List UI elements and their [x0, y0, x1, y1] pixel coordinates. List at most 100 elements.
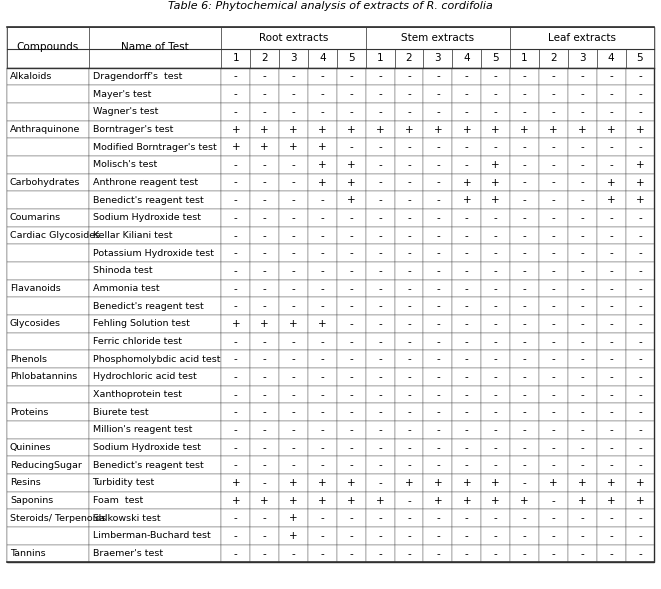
Text: +: + — [434, 496, 442, 505]
Text: Root extracts: Root extracts — [259, 33, 329, 42]
Text: Mayer's test: Mayer's test — [93, 90, 151, 99]
Text: -: - — [378, 478, 382, 488]
Bar — [89, 280, 221, 297]
Bar — [366, 474, 395, 492]
Bar — [424, 227, 452, 244]
Bar — [625, 68, 654, 85]
Text: -: - — [407, 107, 411, 117]
Text: +: + — [636, 178, 644, 187]
Text: +: + — [405, 125, 413, 134]
Bar — [539, 545, 568, 562]
Text: -: - — [523, 478, 526, 488]
Text: Phlobatannins: Phlobatannins — [10, 372, 77, 382]
Bar — [337, 297, 366, 315]
Text: -: - — [407, 143, 411, 152]
Text: Stem extracts: Stem extracts — [401, 33, 475, 42]
Bar — [89, 474, 221, 492]
Bar — [597, 315, 625, 333]
Bar — [337, 49, 366, 68]
Bar — [251, 333, 279, 350]
Bar — [279, 315, 308, 333]
Text: +: + — [318, 143, 327, 152]
Bar — [395, 49, 424, 68]
Text: -: - — [350, 249, 353, 258]
Text: -: - — [292, 337, 295, 346]
Text: -: - — [378, 549, 382, 558]
Bar — [510, 85, 539, 103]
Text: -: - — [321, 549, 325, 558]
Bar — [597, 456, 625, 474]
Bar — [424, 103, 452, 121]
Text: -: - — [551, 531, 555, 541]
Bar — [7, 227, 89, 244]
Text: -: - — [292, 107, 295, 117]
Bar — [279, 368, 308, 386]
Text: -: - — [609, 514, 613, 523]
Bar — [337, 403, 366, 421]
Text: +: + — [347, 160, 356, 170]
Text: -: - — [609, 425, 613, 435]
Bar — [337, 386, 366, 403]
Bar — [366, 138, 395, 156]
Bar — [424, 456, 452, 474]
Bar — [597, 386, 625, 403]
Bar — [251, 456, 279, 474]
Text: -: - — [292, 266, 295, 276]
Bar — [452, 474, 481, 492]
Text: -: - — [609, 390, 613, 399]
Bar — [337, 474, 366, 492]
Bar — [481, 85, 510, 103]
Bar — [452, 350, 481, 368]
Bar — [568, 545, 597, 562]
Bar — [366, 244, 395, 262]
Bar — [308, 509, 337, 527]
Text: -: - — [350, 337, 353, 346]
Bar — [424, 191, 452, 209]
Text: -: - — [234, 443, 238, 452]
Text: Wagner's test: Wagner's test — [93, 107, 158, 117]
Text: -: - — [234, 355, 238, 364]
Text: -: - — [350, 531, 353, 541]
Bar — [452, 492, 481, 509]
Text: -: - — [292, 178, 295, 187]
Bar — [308, 227, 337, 244]
Text: -: - — [263, 160, 266, 170]
Bar — [597, 244, 625, 262]
Bar — [625, 315, 654, 333]
Text: Alkaloids: Alkaloids — [10, 72, 52, 81]
Text: -: - — [350, 319, 353, 329]
Bar — [452, 156, 481, 174]
Bar — [308, 527, 337, 545]
Text: -: - — [523, 107, 526, 117]
Text: -: - — [234, 425, 238, 435]
Text: -: - — [609, 90, 613, 99]
Bar — [89, 297, 221, 315]
Text: -: - — [638, 390, 642, 399]
Bar — [251, 138, 279, 156]
Text: -: - — [350, 107, 353, 117]
Bar — [395, 509, 424, 527]
Bar — [539, 439, 568, 456]
Text: -: - — [465, 531, 469, 541]
Text: -: - — [580, 302, 584, 311]
Bar — [395, 191, 424, 209]
Text: -: - — [465, 160, 469, 170]
Text: -: - — [494, 143, 498, 152]
Bar — [510, 49, 539, 68]
Bar — [366, 280, 395, 297]
Text: +: + — [318, 160, 327, 170]
Text: -: - — [378, 107, 382, 117]
Text: 1: 1 — [233, 54, 239, 63]
Bar — [539, 527, 568, 545]
Bar — [597, 156, 625, 174]
Bar — [89, 27, 221, 68]
Bar — [7, 280, 89, 297]
Text: Benedict's reagent test: Benedict's reagent test — [93, 196, 204, 205]
Text: -: - — [551, 284, 555, 293]
Text: Carbohydrates: Carbohydrates — [10, 178, 80, 187]
Text: -: - — [638, 143, 642, 152]
Text: -: - — [609, 72, 613, 81]
Bar — [251, 386, 279, 403]
Text: -: - — [436, 425, 440, 435]
Bar — [308, 545, 337, 562]
